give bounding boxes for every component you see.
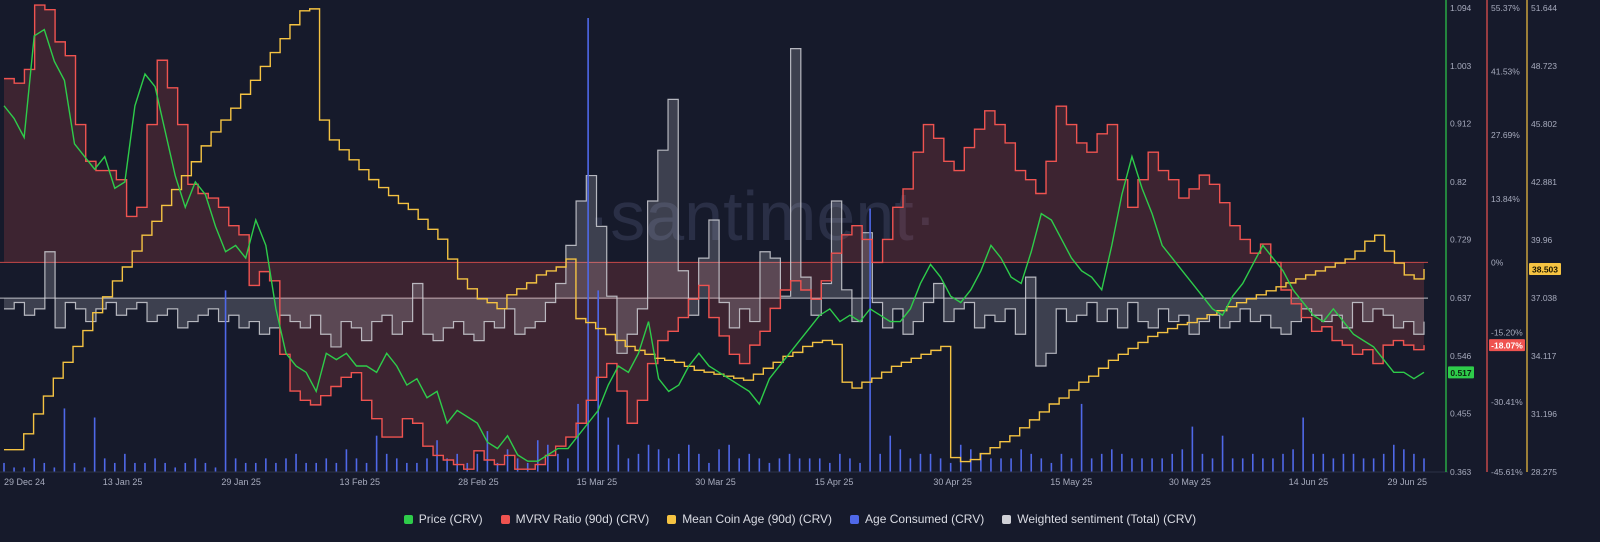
mvrv-line <box>4 4 1425 470</box>
x-tick-label: 29 Jun 25 <box>1387 477 1427 487</box>
legend-item-coin-age[interactable]: Mean Coin Age (90d) (CRV) <box>667 512 832 526</box>
price-tick-label: 0.82 <box>1450 177 1467 187</box>
legend-item-sentiment[interactable]: Weighted sentiment (Total) (CRV) <box>1002 512 1196 526</box>
legend-label-coin-age: Mean Coin Age (90d) (CRV) <box>682 512 833 526</box>
coin-age-tick-label: 34.117 <box>1531 351 1557 361</box>
x-tick-label: 29 Jan 25 <box>221 477 261 487</box>
price-current-badge: 0.517 <box>1450 368 1472 378</box>
x-tick-label: 13 Jan 25 <box>103 477 143 487</box>
x-tick-label: 29 Dec 24 <box>4 477 45 487</box>
legend-label-age-consumed: Age Consumed (CRV) <box>865 512 985 526</box>
price-tick-label: 0.363 <box>1450 467 1472 477</box>
coin-age-tick-label: 39.96 <box>1531 235 1553 245</box>
legend: Price (CRV) MVRV Ratio (90d) (CRV) Mean … <box>0 512 1600 526</box>
legend-swatch-coin-age <box>667 514 677 524</box>
mvrv-tick-label: 41.53% <box>1491 67 1520 77</box>
coin-age-current-badge: 38.503 <box>1532 264 1558 274</box>
price-tick-label: 0.546 <box>1450 351 1472 361</box>
price-tick-label: 0.729 <box>1450 235 1472 245</box>
x-tick-label: 15 Apr 25 <box>815 477 854 487</box>
legend-item-age-consumed[interactable]: Age Consumed (CRV) <box>850 512 984 526</box>
mvrv-tick-label: 27.69% <box>1491 130 1520 140</box>
price-tick-label: 1.094 <box>1450 3 1472 13</box>
x-tick-label: 30 May 25 <box>1169 477 1211 487</box>
mvrv-tick-label: 0% <box>1491 257 1504 267</box>
coin-age-tick-label: 51.644 <box>1531 3 1557 13</box>
x-tick-label: 14 Jun 25 <box>1289 477 1329 487</box>
legend-swatch-mvrv <box>500 514 510 524</box>
price-line <box>3 28 1425 462</box>
legend-swatch-price <box>403 514 413 524</box>
legend-item-price[interactable]: Price (CRV) <box>403 512 483 526</box>
mvrv-tick-label: 13.84% <box>1491 194 1520 204</box>
x-tick-label: 15 May 25 <box>1050 477 1092 487</box>
price-current-badge-bg <box>1448 366 1474 379</box>
mvrv-tick-label: -15.20% <box>1491 327 1523 337</box>
legend-item-mvrv[interactable]: MVRV Ratio (90d) (CRV) <box>500 512 650 526</box>
price-tick-label: 0.455 <box>1450 409 1472 419</box>
coin-age-tick-label: 48.723 <box>1531 61 1557 71</box>
coin-age-tick-label: 37.038 <box>1531 293 1557 303</box>
legend-label-sentiment: Weighted sentiment (Total) (CRV) <box>1017 512 1197 526</box>
mvrv-area <box>4 5 1424 470</box>
mvrv-tick-label: 55.37% <box>1491 3 1520 13</box>
legend-label-mvrv: MVRV Ratio (90d) (CRV) <box>515 512 650 526</box>
coin-age-tick-label: 42.881 <box>1531 177 1557 187</box>
x-tick-label: 15 Mar 25 <box>577 477 618 487</box>
coin-age-tick-label: 31.196 <box>1531 409 1557 419</box>
legend-swatch-age-consumed <box>850 514 860 524</box>
coin-age-tick-label: 45.802 <box>1531 119 1557 129</box>
legend-label-price: Price (CRV) <box>418 512 483 526</box>
mvrv-tick-label: -45.61% <box>1491 467 1523 477</box>
sentiment-line <box>4 48 1425 367</box>
price-tick-label: 0.637 <box>1450 293 1472 303</box>
coin-age-tick-label: 28.275 <box>1531 467 1557 477</box>
watermark: ·santiment· <box>587 177 937 255</box>
price-tick-label: 0.912 <box>1450 119 1472 129</box>
mvrv-tick-label: -30.41% <box>1491 397 1523 407</box>
mvrv-current-badge: -18.07% <box>1491 341 1523 351</box>
x-tick-label: 13 Feb 25 <box>339 477 380 487</box>
coin-age-line <box>4 8 1425 463</box>
mvrv-current-badge-bg <box>1489 339 1525 352</box>
coin-age-current-badge-bg <box>1529 262 1561 275</box>
x-tick-label: 28 Feb 25 <box>458 477 499 487</box>
x-tick-label: 30 Apr 25 <box>933 477 972 487</box>
legend-swatch-sentiment <box>1002 514 1012 524</box>
price-tick-label: 1.003 <box>1450 61 1472 71</box>
x-tick-label: 30 Mar 25 <box>695 477 736 487</box>
